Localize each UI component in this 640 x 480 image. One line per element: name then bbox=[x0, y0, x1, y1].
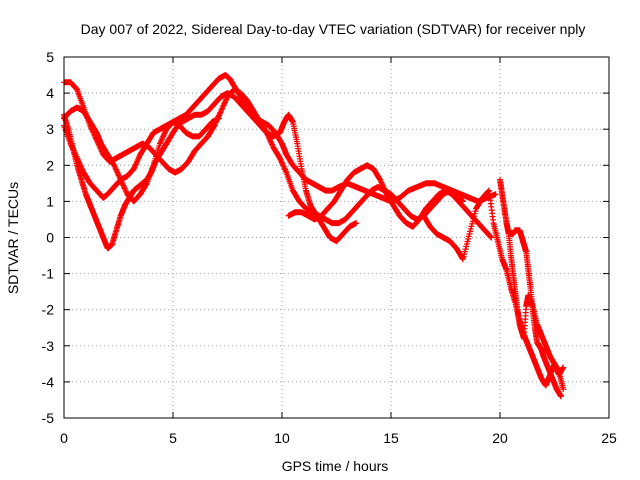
data-points bbox=[61, 72, 567, 400]
x-tick-label: 0 bbox=[60, 430, 68, 446]
data-point-marks bbox=[505, 227, 564, 400]
y-tick-label: 0 bbox=[46, 230, 54, 246]
x-tick-label: 10 bbox=[274, 430, 290, 446]
plot-frame bbox=[63, 56, 610, 419]
x-axis-label: GPS time / hours bbox=[282, 458, 389, 474]
y-tick-label: -3 bbox=[42, 338, 55, 354]
y-tick-label: 2 bbox=[46, 157, 54, 173]
chart-title: Day 007 of 2022, Sidereal Day-to-day VTE… bbox=[81, 21, 586, 37]
y-tick-label: 5 bbox=[46, 49, 54, 65]
x-tick-label: 20 bbox=[492, 430, 508, 446]
y-tick-label: -1 bbox=[42, 266, 55, 282]
y-tick-label: 4 bbox=[46, 85, 54, 101]
series-track-e bbox=[285, 162, 495, 241]
x-tick-label: 5 bbox=[169, 430, 177, 446]
series-track-h bbox=[505, 227, 564, 400]
x-tick-label: 15 bbox=[383, 430, 399, 446]
data-point-marks bbox=[285, 162, 495, 241]
y-tick-label: -4 bbox=[42, 374, 55, 390]
y-tick-label: 3 bbox=[46, 121, 54, 137]
y-tick-label: 1 bbox=[46, 193, 54, 209]
y-tick-label: -5 bbox=[42, 410, 55, 426]
y-axis-label: SDTVAR / TECUs bbox=[5, 182, 21, 294]
x-tick-label: 25 bbox=[601, 430, 617, 446]
y-tick-label: -2 bbox=[42, 302, 55, 318]
